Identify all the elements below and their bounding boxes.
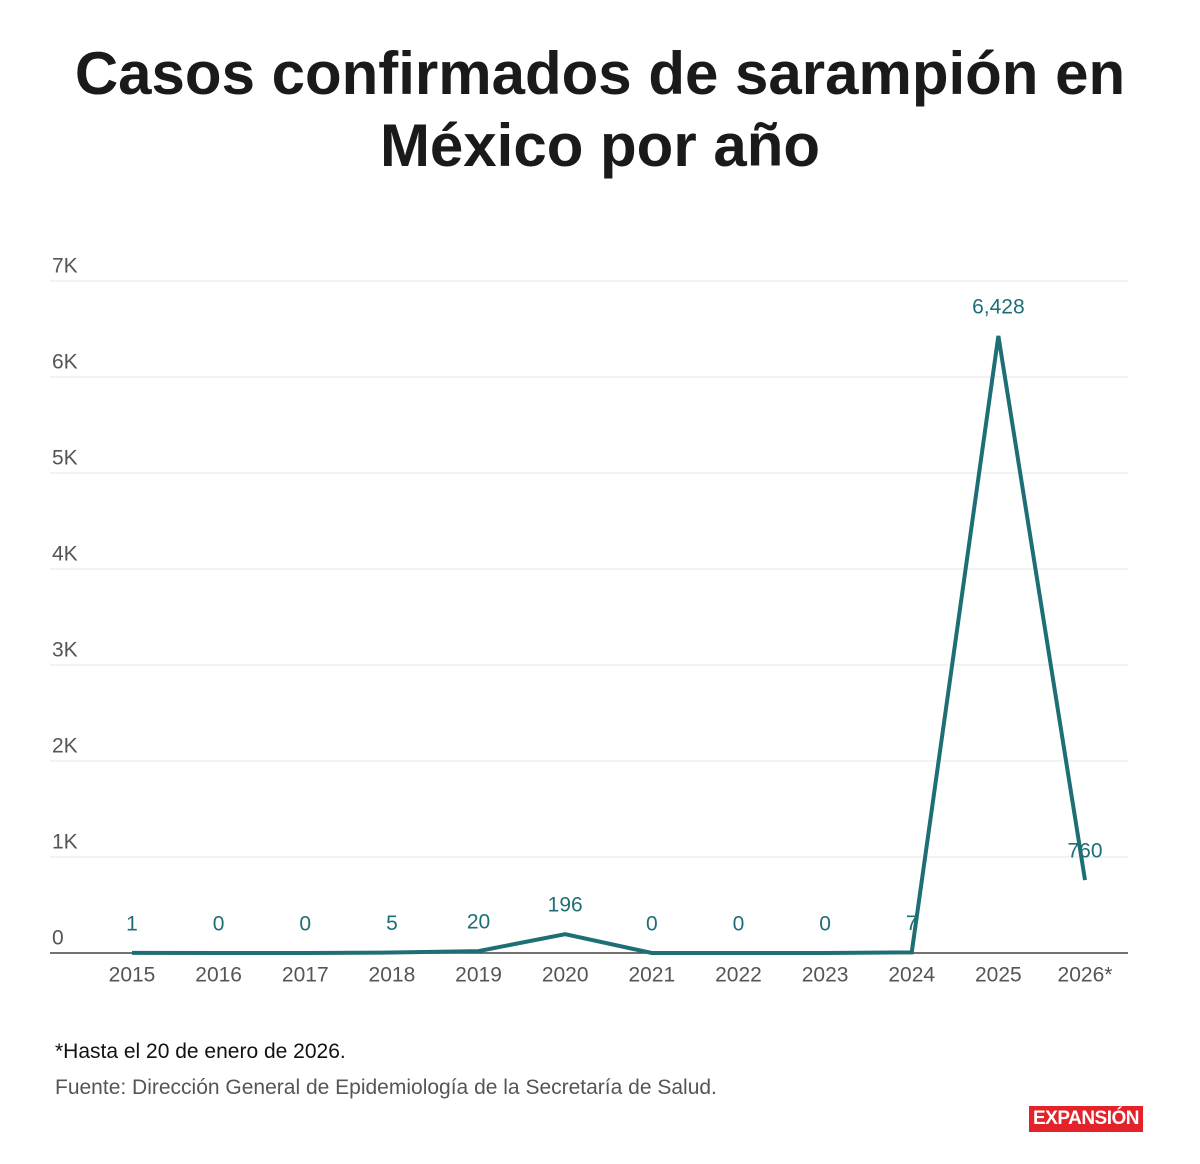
x-tick-label: 2022 — [715, 964, 762, 987]
logo: EXPANSIÓN — [1029, 1106, 1144, 1132]
y-tick-label: 4K — [52, 543, 78, 566]
x-tick-label: 2020 — [542, 964, 589, 987]
y-tick-label: 6K — [52, 351, 78, 374]
data-label: 0 — [733, 913, 745, 936]
data-label: 7 — [906, 912, 918, 935]
y-tick-label: 1K — [52, 831, 78, 854]
x-tick-label: 2023 — [802, 964, 849, 987]
x-tick-label: 2024 — [888, 964, 935, 987]
data-label: 0 — [646, 913, 658, 936]
x-tick-label: 2018 — [369, 964, 416, 987]
y-tick-label: 2K — [52, 735, 78, 758]
x-tick-label: 2026* — [1058, 964, 1113, 987]
x-tick-label: 2019 — [455, 964, 502, 987]
footnote: *Hasta el 20 de enero de 2026. — [55, 1040, 346, 1063]
data-label: 5 — [386, 912, 398, 935]
x-tick-label: 2021 — [628, 964, 675, 987]
x-tick-label: 2015 — [109, 964, 156, 987]
data-label: 196 — [548, 894, 583, 917]
x-tick-label: 2017 — [282, 964, 329, 987]
y-tick-label: 0 — [52, 927, 64, 950]
chart-title: Casos confirmados de sarampión en México… — [74, 40, 1126, 179]
data-label: 0 — [819, 913, 831, 936]
data-label: 760 — [1067, 840, 1102, 863]
x-tick-label: 2025 — [975, 964, 1022, 987]
y-tick-label: 3K — [52, 639, 78, 662]
data-label: 0 — [299, 913, 311, 936]
y-tick-label: 5K — [52, 447, 78, 470]
data-label: 1 — [126, 912, 138, 935]
data-label: 6,428 — [972, 295, 1025, 318]
x-tick-label: 2016 — [195, 964, 242, 987]
line — [131, 335, 1087, 955]
data-label: 0 — [213, 913, 225, 936]
data-label: 20 — [467, 911, 490, 934]
source: Fuente: Dirección General de Epidemiolog… — [55, 1076, 717, 1099]
y-tick-label: 7K — [52, 255, 78, 278]
